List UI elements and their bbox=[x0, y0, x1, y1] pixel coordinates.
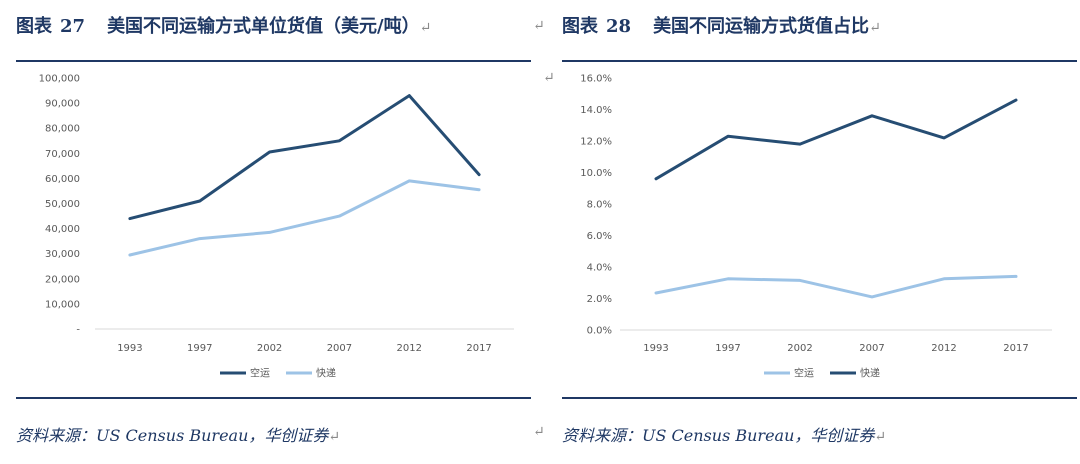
y-tick-label: 90,000 bbox=[45, 99, 80, 110]
y-tick-label: 100,000 bbox=[39, 74, 80, 85]
y-tick-label: 80,000 bbox=[45, 124, 80, 135]
x-tick-label: 2017 bbox=[466, 343, 491, 354]
data-point bbox=[198, 199, 201, 203]
x-tick-label: 1997 bbox=[715, 343, 740, 354]
figure-27-caption: 美国不同运输方式单位货值（美元/吨） bbox=[107, 16, 420, 37]
figure-27-label: 图表 bbox=[16, 16, 52, 37]
data-point bbox=[198, 237, 201, 240]
data-point bbox=[1014, 98, 1018, 102]
bottom-rule bbox=[562, 397, 1077, 399]
data-point bbox=[408, 94, 411, 97]
return-mark: ↵ bbox=[869, 20, 881, 36]
figure-28-label: 图表 bbox=[562, 16, 598, 37]
figure-28-source: 资料来源：US Census Bureau，华创证券↵ bbox=[562, 422, 886, 446]
x-tick-label: 2002 bbox=[787, 343, 812, 354]
x-tick-label: 2012 bbox=[931, 343, 956, 354]
y-tick-label: 30,000 bbox=[45, 249, 80, 260]
y-tick-label: 60,000 bbox=[45, 174, 80, 185]
x-tick-label: 2002 bbox=[257, 343, 282, 354]
source-text: 资料来源：US Census Bureau，华创证券 bbox=[562, 426, 875, 445]
y-tick-label: 10.0% bbox=[580, 168, 612, 179]
series-line-1 bbox=[128, 94, 481, 221]
x-tick-label: 2007 bbox=[327, 343, 352, 354]
figure-27-number: 27 bbox=[60, 16, 86, 37]
legend-label: 空运 bbox=[794, 367, 814, 380]
y-tick-label: 16.0% bbox=[580, 74, 612, 85]
data-point bbox=[408, 179, 411, 183]
data-point bbox=[477, 173, 481, 176]
figure-27-title: 图表 27 美国不同运输方式单位货值（美元/吨）↵ bbox=[16, 12, 431, 42]
x-tick-label: 1993 bbox=[643, 343, 668, 354]
y-tick-label: 70,000 bbox=[45, 149, 80, 160]
x-tick-label: 1993 bbox=[117, 343, 142, 354]
return-mark: ↵ bbox=[533, 18, 545, 34]
y-tick-label: - bbox=[76, 325, 80, 336]
chart-28: 0.0% 2.0% 4.0% 6.0% 8.0% 10.0% 12.0% 14.0% 16.0%… bbox=[580, 74, 1052, 380]
y-tick-label: 14.0% bbox=[580, 105, 612, 116]
data-point bbox=[338, 139, 341, 142]
x-tick-label: 2017 bbox=[1003, 343, 1028, 354]
y-tick-label: 12.0% bbox=[580, 137, 612, 148]
top-rule bbox=[16, 60, 531, 62]
legend-label: 快递 bbox=[316, 367, 336, 380]
x-tick-label: 2012 bbox=[397, 343, 422, 354]
y-tick-label: 0.0% bbox=[587, 326, 612, 337]
x-tick-label: 2007 bbox=[859, 343, 884, 354]
legend-label: 空运 bbox=[250, 367, 270, 380]
data-point bbox=[798, 142, 802, 146]
figure-27-source: 资料来源：US Census Bureau，华创证券↵ bbox=[16, 422, 340, 446]
y-tick-label: 50,000 bbox=[45, 199, 80, 210]
data-point bbox=[338, 214, 341, 218]
data-point bbox=[798, 279, 802, 282]
y-tick-label: 6.0% bbox=[587, 231, 612, 242]
data-point bbox=[942, 277, 946, 281]
y-tick-label: 20,000 bbox=[45, 274, 80, 285]
x-tick-label: 1997 bbox=[187, 343, 212, 354]
top-rule bbox=[562, 60, 1077, 62]
series-line-1 bbox=[654, 274, 1018, 299]
data-point bbox=[654, 291, 658, 295]
figure-28-caption: 美国不同运输方式货值占比 bbox=[653, 16, 870, 37]
data-point bbox=[128, 253, 132, 257]
y-tick-label: 2.0% bbox=[587, 294, 612, 305]
y-tick-label: 4.0% bbox=[587, 263, 612, 274]
data-point bbox=[726, 135, 730, 138]
data-point bbox=[268, 150, 271, 154]
source-text: 资料来源：US Census Bureau，华创证券 bbox=[16, 426, 329, 445]
figure-28-title: 图表 28 美国不同运输方式货值占比↵ bbox=[562, 12, 881, 42]
y-tick-label: 40,000 bbox=[45, 224, 80, 235]
return-mark: ↵ bbox=[874, 429, 887, 445]
data-point bbox=[268, 231, 271, 234]
figure-28-number: 28 bbox=[606, 16, 632, 37]
series-line-2 bbox=[654, 98, 1018, 181]
bottom-rule bbox=[16, 397, 531, 399]
y-tick-label: 10,000 bbox=[45, 299, 80, 310]
data-point bbox=[654, 177, 658, 180]
data-point bbox=[477, 188, 481, 191]
return-mark: ↵ bbox=[419, 20, 432, 36]
data-point bbox=[128, 217, 132, 220]
legend-label: 快递 bbox=[860, 367, 880, 380]
data-point bbox=[942, 136, 946, 140]
y-tick-label: 8.0% bbox=[587, 200, 612, 211]
data-point bbox=[1014, 275, 1018, 278]
series-line-2 bbox=[128, 179, 481, 257]
data-point bbox=[870, 295, 874, 299]
data-point bbox=[726, 277, 730, 281]
return-mark: ↵ bbox=[543, 70, 555, 86]
return-mark: ↵ bbox=[533, 424, 545, 440]
return-mark: ↵ bbox=[328, 429, 341, 445]
chart-27: - 10,000 20,000 30,000 40,000 50,000 60,000 70,… bbox=[39, 74, 514, 380]
data-point bbox=[870, 114, 874, 117]
